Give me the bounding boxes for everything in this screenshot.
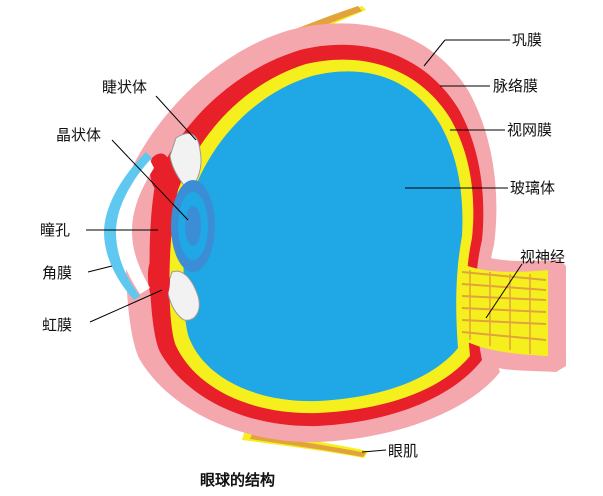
cornea xyxy=(104,152,152,300)
label-cornea: 角膜 xyxy=(42,264,72,282)
label-ciliary-body: 睫状体 xyxy=(102,78,147,96)
leader-cornea xyxy=(87,265,113,273)
anterior-chamber xyxy=(118,160,154,294)
ciliary-body-top xyxy=(169,133,202,193)
leader-lens xyxy=(111,139,189,221)
leader-optic-nerve xyxy=(485,263,523,319)
optic-nerve xyxy=(458,262,548,356)
vitreous-body xyxy=(183,71,463,402)
lens xyxy=(171,180,215,272)
label-sclera: 巩膜 xyxy=(512,31,542,49)
iris-top xyxy=(149,153,170,191)
label-vitreous: 玻璃体 xyxy=(510,179,555,197)
label-optic-nerve: 视神经 xyxy=(520,248,565,266)
label-pupil: 瞳孔 xyxy=(40,221,70,239)
leader-sclera xyxy=(423,39,446,67)
label-choroid: 脉络膜 xyxy=(493,77,538,95)
label-iris: 虹膜 xyxy=(42,316,72,334)
iris-bottom xyxy=(147,259,170,304)
leader-ciliary-body xyxy=(155,95,197,141)
leader-eye-muscle xyxy=(361,449,387,453)
label-retina: 视网膜 xyxy=(507,121,552,139)
diagram-caption: 眼球的结构 xyxy=(200,471,275,489)
label-lens: 晶状体 xyxy=(56,126,101,144)
label-eye-muscle: 眼肌 xyxy=(388,442,418,460)
leader-iris xyxy=(89,289,163,323)
ciliary-body-bottom xyxy=(167,270,200,321)
